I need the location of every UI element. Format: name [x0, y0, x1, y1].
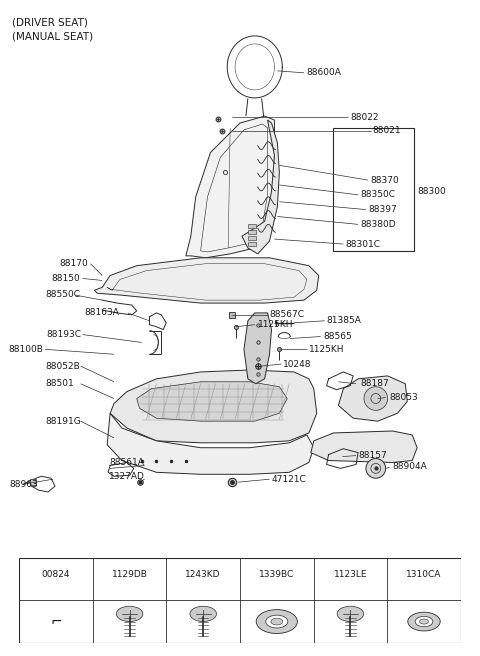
- Text: 88100B: 88100B: [9, 345, 44, 354]
- Text: 88157: 88157: [358, 451, 387, 460]
- Polygon shape: [338, 376, 407, 421]
- Circle shape: [415, 617, 433, 626]
- Circle shape: [337, 606, 364, 622]
- Text: 88191G: 88191G: [45, 417, 81, 426]
- Text: 1125KH: 1125KH: [258, 320, 293, 329]
- Polygon shape: [186, 116, 275, 258]
- Text: 88022: 88022: [350, 113, 379, 121]
- Text: 88561A: 88561A: [109, 458, 144, 467]
- Text: 88370: 88370: [370, 176, 398, 184]
- Polygon shape: [244, 313, 272, 384]
- Polygon shape: [311, 431, 417, 462]
- Text: (DRIVER SEAT): (DRIVER SEAT): [12, 18, 87, 28]
- Circle shape: [116, 606, 143, 622]
- Polygon shape: [242, 120, 279, 254]
- Text: 88380D: 88380D: [360, 220, 396, 229]
- Polygon shape: [95, 258, 319, 303]
- Bar: [248, 242, 256, 246]
- Text: 88565: 88565: [324, 332, 352, 341]
- Circle shape: [408, 612, 440, 631]
- Text: 88150: 88150: [51, 274, 80, 283]
- Bar: [248, 236, 256, 240]
- Text: 88187: 88187: [360, 379, 389, 388]
- Text: 88300: 88300: [417, 188, 446, 196]
- Text: 88550C: 88550C: [45, 290, 80, 298]
- Text: 1327AD: 1327AD: [109, 472, 145, 481]
- Text: 47121C: 47121C: [272, 475, 306, 483]
- Circle shape: [271, 618, 283, 625]
- Text: 1129DB: 1129DB: [112, 570, 147, 579]
- Text: 1339BC: 1339BC: [259, 570, 294, 579]
- Polygon shape: [137, 382, 287, 421]
- Text: 88567C: 88567C: [270, 310, 304, 319]
- Text: 88301C: 88301C: [345, 239, 380, 249]
- Text: 88053: 88053: [390, 393, 418, 402]
- Text: 88193C: 88193C: [46, 330, 81, 339]
- Bar: [248, 224, 256, 228]
- Text: 1123LE: 1123LE: [334, 570, 367, 579]
- Bar: [248, 230, 256, 234]
- Text: 81385A: 81385A: [326, 316, 361, 325]
- Bar: [334, 128, 414, 251]
- Text: 1125KH: 1125KH: [309, 345, 344, 354]
- Text: (MANUAL SEAT): (MANUAL SEAT): [12, 31, 93, 41]
- Polygon shape: [110, 370, 317, 443]
- Text: 88904A: 88904A: [393, 462, 427, 471]
- Text: 88963: 88963: [10, 480, 38, 489]
- Text: 88052B: 88052B: [45, 361, 80, 371]
- Text: 1310CA: 1310CA: [406, 570, 442, 579]
- Text: 88600A: 88600A: [306, 68, 341, 77]
- Circle shape: [256, 609, 298, 634]
- Text: 88021: 88021: [373, 127, 401, 135]
- Text: ⌐: ⌐: [50, 615, 62, 628]
- Circle shape: [190, 606, 216, 622]
- Text: 88501: 88501: [45, 379, 74, 388]
- Text: 88163A: 88163A: [84, 308, 120, 318]
- Text: 10248: 10248: [283, 359, 312, 369]
- Text: 88397: 88397: [368, 205, 396, 214]
- Polygon shape: [107, 413, 314, 474]
- Circle shape: [266, 615, 288, 628]
- Circle shape: [420, 619, 429, 624]
- Circle shape: [364, 386, 387, 411]
- Text: 1243KD: 1243KD: [185, 570, 221, 579]
- Text: 00824: 00824: [42, 570, 70, 579]
- Circle shape: [366, 459, 385, 478]
- Text: 88350C: 88350C: [360, 190, 395, 199]
- Text: 88170: 88170: [59, 259, 88, 268]
